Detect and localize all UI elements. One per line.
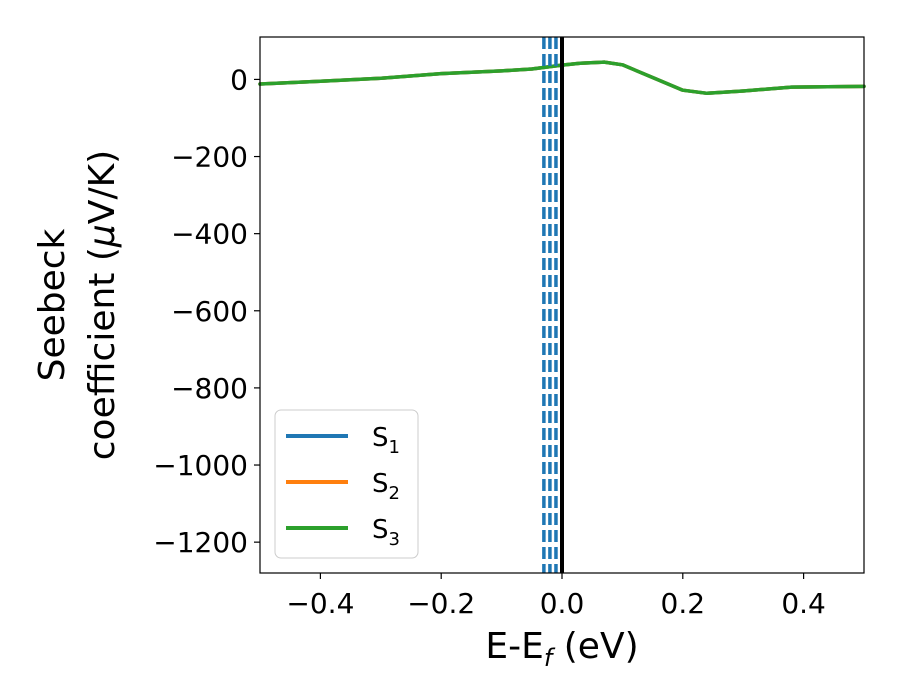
x-tick-label: −0.2 — [407, 587, 475, 620]
legend-label-2: S2 — [372, 469, 400, 504]
legend-label-3: S3 — [372, 515, 400, 550]
y-tick-label: −600 — [171, 295, 248, 328]
y-tick-label: 0 — [230, 63, 248, 96]
x-ticks: −0.4 −0.2 0.0 0.2 0.4 — [286, 573, 826, 620]
y-tick-label: −1000 — [153, 449, 248, 482]
y-tick-label: −1200 — [153, 526, 248, 559]
x-tick-label: 0.4 — [781, 587, 826, 620]
vline-layer — [542, 37, 564, 573]
y-axis-title-line1: Seebeck — [32, 228, 73, 381]
x-tick-label: 0.0 — [540, 587, 585, 620]
x-tick-label: −0.4 — [286, 587, 354, 620]
legend-items: S1 S2 S3 — [286, 423, 400, 550]
legend-label-1: S1 — [372, 423, 400, 458]
plot-layer — [258, 60, 866, 96]
y-tick-label: −400 — [171, 218, 248, 251]
y-axis-title-line2: coefficient (μV/K) — [82, 150, 123, 460]
y-tick-label: −200 — [171, 141, 248, 174]
y-ticks: 0 −200 −400 −600 −800 −1000 −1200 — [153, 63, 260, 559]
y-tick-label: −800 — [171, 372, 248, 405]
x-tick-label: 0.2 — [661, 587, 706, 620]
legend: S1 S2 S3 — [274, 409, 419, 559]
series-line-3 — [258, 60, 866, 96]
x-axis-title: E-Ef (eV) — [485, 626, 638, 672]
